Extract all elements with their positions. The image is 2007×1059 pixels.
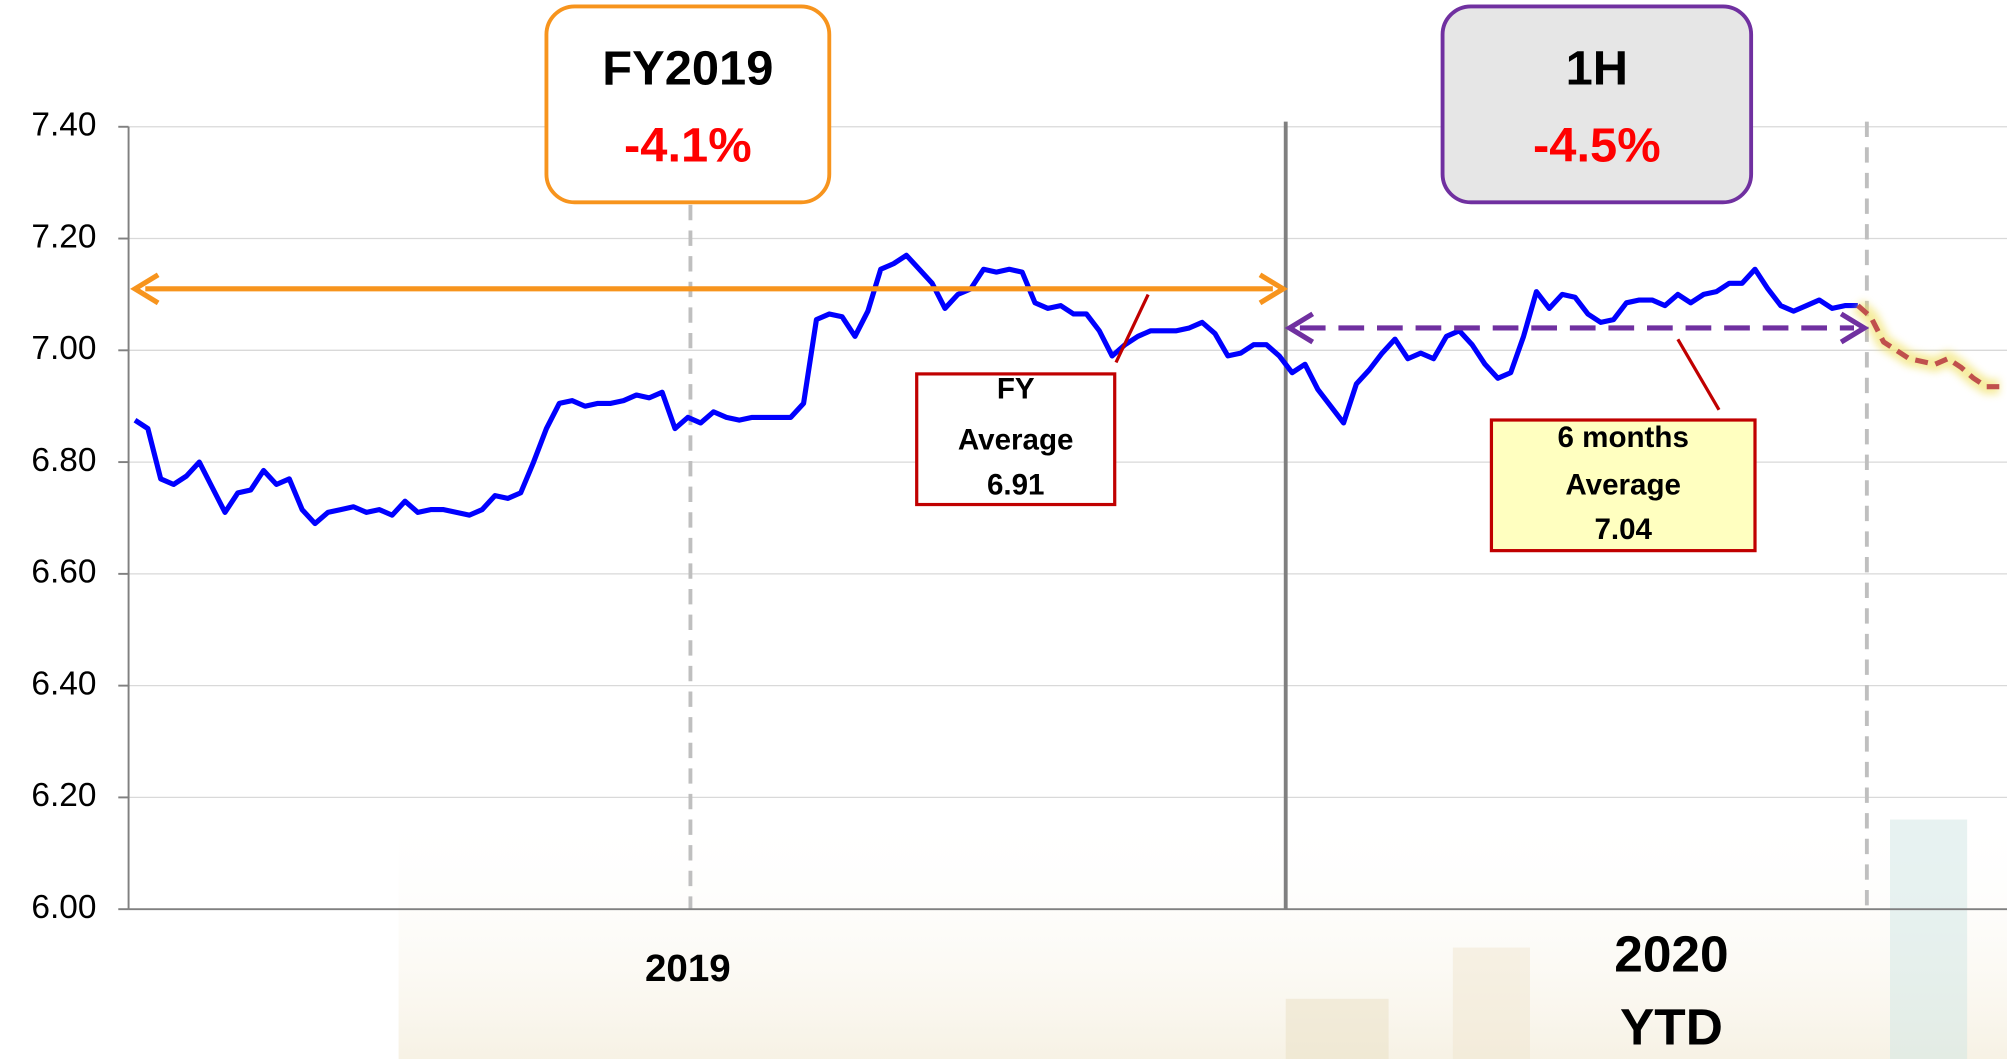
x-period-label: YTD xyxy=(1620,998,1723,1055)
background-building xyxy=(1890,820,1967,1059)
x-period-label: 2019 xyxy=(645,947,731,990)
callout-label: Average xyxy=(958,424,1074,457)
callout-label: FY xyxy=(997,372,1035,405)
y-tick-label: 6.20 xyxy=(31,777,96,814)
y-tick-label: 7.40 xyxy=(31,107,96,144)
period-title: 1H xyxy=(1566,42,1628,96)
callout-value: 7.04 xyxy=(1594,513,1652,546)
x-period-label: 2020 xyxy=(1614,925,1728,982)
background-image xyxy=(399,807,2007,1059)
y-tick-label: 7.20 xyxy=(31,218,96,255)
y-tick-label: 6.60 xyxy=(31,554,96,591)
callout-label: Average xyxy=(1565,468,1681,501)
period-title: FY2019 xyxy=(602,42,773,96)
background-building xyxy=(1453,948,1530,1059)
period-box xyxy=(546,6,829,202)
callout-value: 6.91 xyxy=(987,468,1045,501)
callout-label: 6 months xyxy=(1558,421,1689,454)
y-tick-label: 6.80 xyxy=(31,442,96,479)
period-change: -4.5% xyxy=(1533,118,1661,172)
y-tick-label: 6.00 xyxy=(31,889,96,926)
period-change: -4.1% xyxy=(624,118,752,172)
page: {"chart_data": { "type": "line", "ylim":… xyxy=(0,0,2007,1059)
y-tick-label: 6.40 xyxy=(31,665,96,702)
background-building xyxy=(1286,999,1389,1059)
y-tick-label: 7.00 xyxy=(31,330,96,367)
series-glow xyxy=(1858,306,1999,387)
chart: 6.00 6.20 6.40 6.60 6.80 7.00 7.20 7.40 2019 2020… xyxy=(0,0,2007,1059)
period-box xyxy=(1443,6,1752,202)
callout-leader xyxy=(1116,295,1148,363)
